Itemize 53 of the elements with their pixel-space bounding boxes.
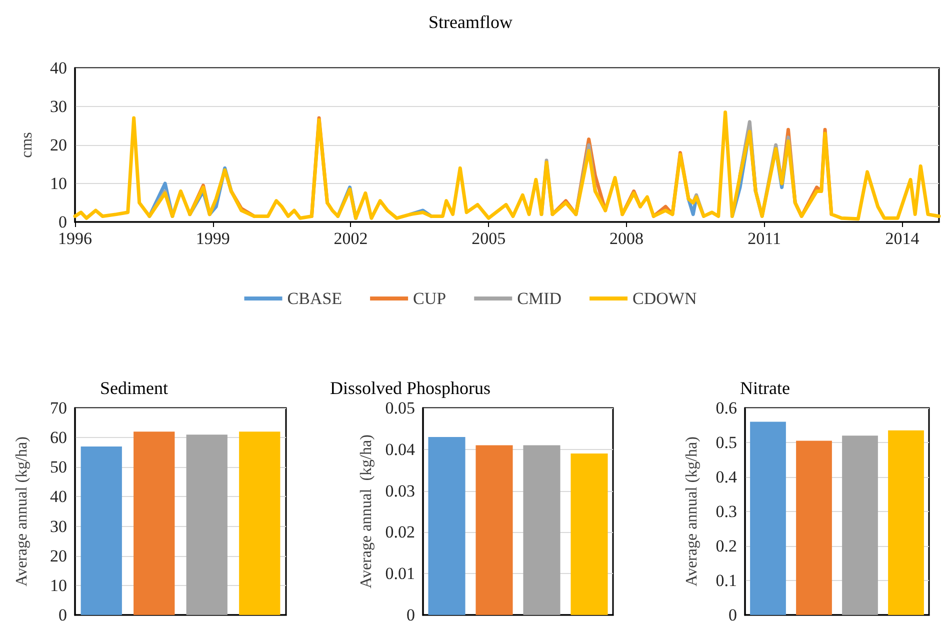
y-tick-label: 0.05 xyxy=(385,398,415,418)
bar xyxy=(186,434,228,615)
y-tick-label: 50 xyxy=(50,458,67,477)
bar xyxy=(80,446,122,615)
x-tick-label: 1999 xyxy=(196,229,230,248)
y-tick-label: 70 xyxy=(50,398,67,418)
chart-title: Nitrate xyxy=(740,378,790,398)
y-tick-label: 0 xyxy=(58,606,67,624)
y-tick-label: 40 xyxy=(50,58,67,78)
x-tick-label: 2011 xyxy=(748,229,782,248)
bar xyxy=(134,432,175,615)
y-tick-label: 0.04 xyxy=(385,440,416,459)
bar xyxy=(888,430,924,615)
y-tick-label: 0.1 xyxy=(716,571,737,590)
y-tick-label: 0.03 xyxy=(385,481,415,500)
y-tick-label: 0 xyxy=(728,606,737,624)
y-tick-label: 20 xyxy=(50,546,67,566)
bar xyxy=(842,436,878,615)
bar xyxy=(239,432,280,615)
y-tick-label: 0 xyxy=(406,606,415,624)
legend-label: CBASE xyxy=(287,289,342,308)
chart-title: Sediment xyxy=(100,378,168,398)
y-tick-label: 20 xyxy=(50,136,67,154)
y-tick-label: 0.3 xyxy=(716,502,737,521)
y-axis-title: cms xyxy=(18,132,36,158)
y-tick-label: 0.5 xyxy=(716,433,737,452)
x-tick-label: 2002 xyxy=(334,229,368,248)
y-tick-label: 0.2 xyxy=(716,536,737,556)
chart-title: Dissolved Phosphorus xyxy=(330,378,491,398)
y-tick-label: 10 xyxy=(50,576,67,595)
legend-label: CUP xyxy=(413,289,446,308)
y-tick-label: 30 xyxy=(50,97,67,116)
legend-label: CDOWN xyxy=(632,289,697,308)
y-tick-label: 0 xyxy=(58,212,67,232)
x-tick-label: 2005 xyxy=(472,229,506,248)
chart-title: Streamflow xyxy=(428,12,512,32)
y-tick-label: 0.01 xyxy=(385,564,415,584)
y-axis-title: Average annual (kg/ha) xyxy=(14,436,30,586)
legend-label: CMID xyxy=(517,289,562,308)
x-tick-label: 2008 xyxy=(609,229,644,248)
x-tick-label: 2014 xyxy=(885,229,920,248)
y-axis-title: Average annual (kg/ha) xyxy=(684,436,700,586)
y-tick-label: 0.6 xyxy=(716,398,737,418)
y-tick-label: 0.4 xyxy=(716,468,738,486)
bar xyxy=(796,440,832,615)
x-tick-label: 1996 xyxy=(58,229,92,248)
y-axis-title: Average annual (kg/ha) xyxy=(358,434,375,588)
y-tick-label: 10 xyxy=(50,174,67,193)
y-tick-label: 30 xyxy=(50,516,67,536)
y-tick-label: 60 xyxy=(50,428,67,448)
y-tick-label: 40 xyxy=(50,487,67,506)
bar xyxy=(750,422,786,615)
y-tick-label: 0.02 xyxy=(385,522,415,542)
